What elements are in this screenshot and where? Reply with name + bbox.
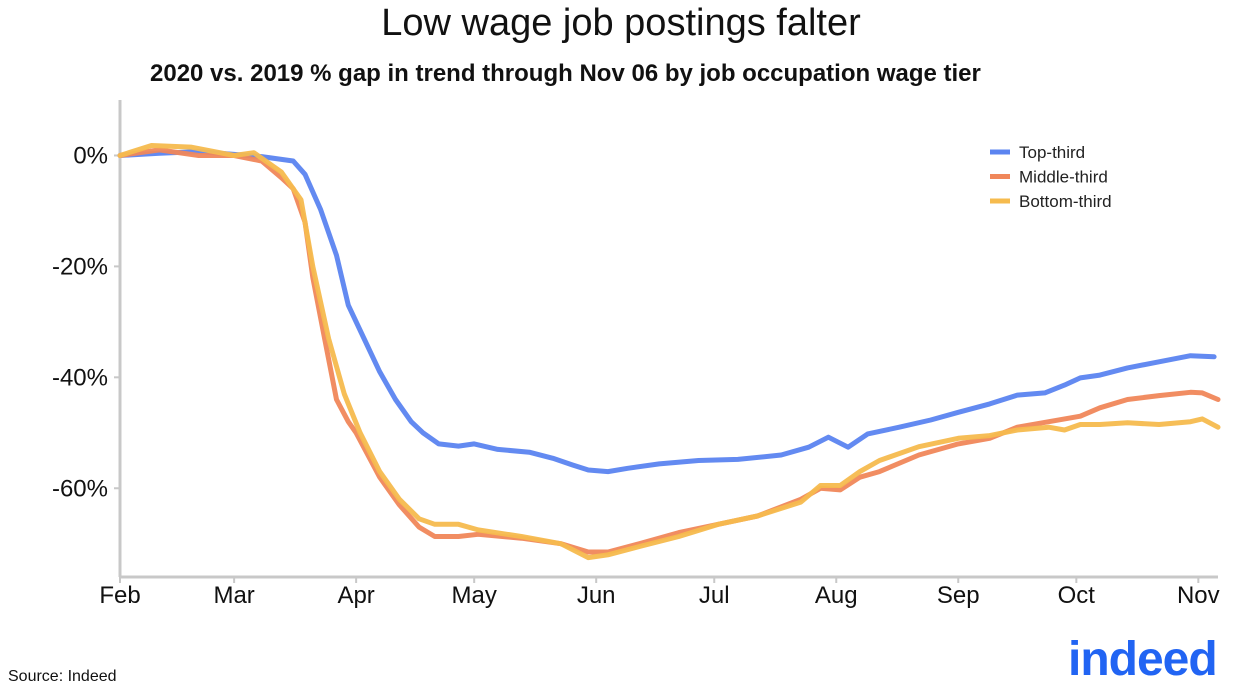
series-line-top-third bbox=[117, 149, 1217, 475]
legend-label: Top-third bbox=[1019, 143, 1085, 162]
y-tick-label: -60% bbox=[52, 475, 108, 502]
x-tick-label: Oct bbox=[1058, 582, 1096, 609]
legend-label: Bottom-third bbox=[1019, 192, 1112, 211]
x-tick-label: Jun bbox=[577, 582, 616, 609]
x-tick-label: Apr bbox=[337, 582, 374, 609]
x-tick-label: Aug bbox=[815, 582, 858, 609]
x-tick-label: Nov bbox=[1177, 582, 1220, 609]
x-tick-label: Sep bbox=[937, 582, 980, 609]
series-line-bottom-third bbox=[117, 143, 1221, 561]
x-tick-label: Mar bbox=[213, 582, 254, 609]
indeed-logo: indeed bbox=[1068, 633, 1218, 686]
x-tick-label: Feb bbox=[99, 582, 140, 609]
x-tick-label: Jul bbox=[699, 582, 730, 609]
x-tick-label: May bbox=[452, 582, 497, 609]
chart-title: Low wage job postings falter bbox=[381, 2, 861, 44]
chart-subtitle: 2020 vs. 2019 % gap in trend through Nov… bbox=[150, 60, 981, 87]
y-tick-label: -40% bbox=[52, 364, 108, 391]
y-tick-label: -20% bbox=[52, 253, 108, 280]
y-tick-label: 0% bbox=[73, 142, 108, 169]
legend-label: Middle-third bbox=[1019, 168, 1108, 187]
source-note: Source: Indeed bbox=[8, 668, 117, 685]
